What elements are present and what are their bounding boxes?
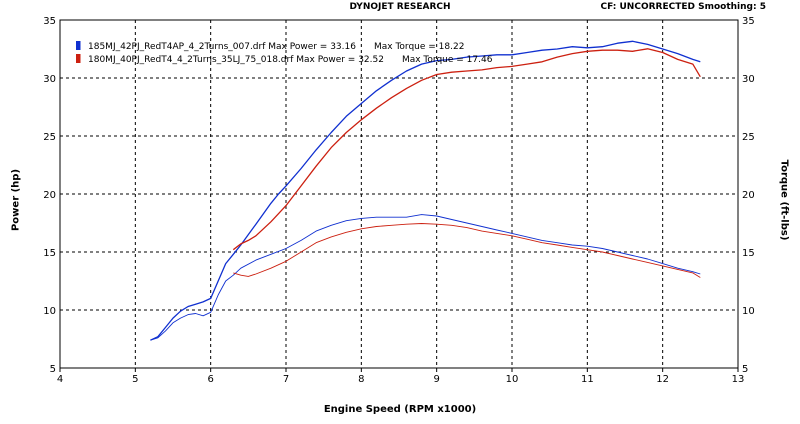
legend-swatch-blue [76,41,85,50]
x-tick-label: 4 [57,374,63,385]
y-tick-label: 5 [50,364,56,375]
x-tick-label: 6 [207,374,213,385]
grid-lines [60,20,738,368]
series-lines [150,40,701,341]
y-tick-label: 10 [43,306,56,317]
x-tick-label: 10 [506,374,519,385]
cf-value: UNCORRECTED [619,2,695,12]
cf-label: CF: [600,2,617,12]
legend-max-torque: Max Torque = 17.46 [401,55,493,65]
legend-max-torque: Max Torque = 18.22 [373,42,465,52]
y2-tick-label: 30 [742,74,755,85]
x-tick-label: 12 [656,374,669,385]
y2-axis-label: Torque (ft-lbs) [778,159,790,241]
x-axis-label: Engine Speed (RPM x1000) [323,404,477,415]
y2-tick-label: 35 [742,16,755,27]
smoothing-value: 5 [759,2,766,12]
plot-frame [59,19,739,369]
y-tick-label: 25 [43,132,56,143]
power-curve-red [232,48,701,251]
legend-max-power: Max Power = 33.16 [268,42,356,52]
y-axis-label: Power (hp) [10,168,22,232]
y2-tick-label: 20 [742,190,755,201]
chart-title: DYNOJET RESEARCH [349,2,451,12]
x-tick-label: 7 [283,374,289,385]
torque-curve-red [233,223,701,278]
x-tick-label: 9 [433,374,439,385]
correction-info: CF: UNCORRECTED Smoothing: 5 [600,2,766,12]
y-tick-label: 20 [43,190,56,201]
y2-tick-label: 15 [742,248,755,259]
x-tick-label: 5 [132,374,138,385]
x-tick-label: 11 [581,374,594,385]
legend-file: 180MJ_40PJ_RedT4_4_2Turns_35LJ_75_018.dr… [88,55,294,65]
x-tick-label: 13 [732,374,745,385]
x-tick-label: 8 [358,374,364,385]
power-curve-blue [150,40,701,341]
y2-tick-label: 5 [742,364,748,375]
legend-entry-run-2: 180MJ_40PJ_RedT4_4_2Turns_35LJ_75_018.dr… [76,54,492,65]
legend-file: 185MJ_42PJ_RedT4AP_4_2Turns_007.drf [88,42,266,52]
y-tick-label: 15 [43,248,56,259]
y-tick-label: 35 [43,16,56,27]
legend-swatch-red [76,54,85,63]
y2-tick-label: 25 [742,132,755,143]
legend-max-power: Max Power = 32.52 [296,55,384,65]
y-tick-label: 30 [43,74,56,85]
y2-tick-label: 10 [742,306,755,317]
smoothing-label: Smoothing: [698,2,757,12]
legend-entry-run-1: 185MJ_42PJ_RedT4AP_4_2Turns_007.drf Max … [76,41,464,52]
torque-curve-blue [150,214,701,341]
